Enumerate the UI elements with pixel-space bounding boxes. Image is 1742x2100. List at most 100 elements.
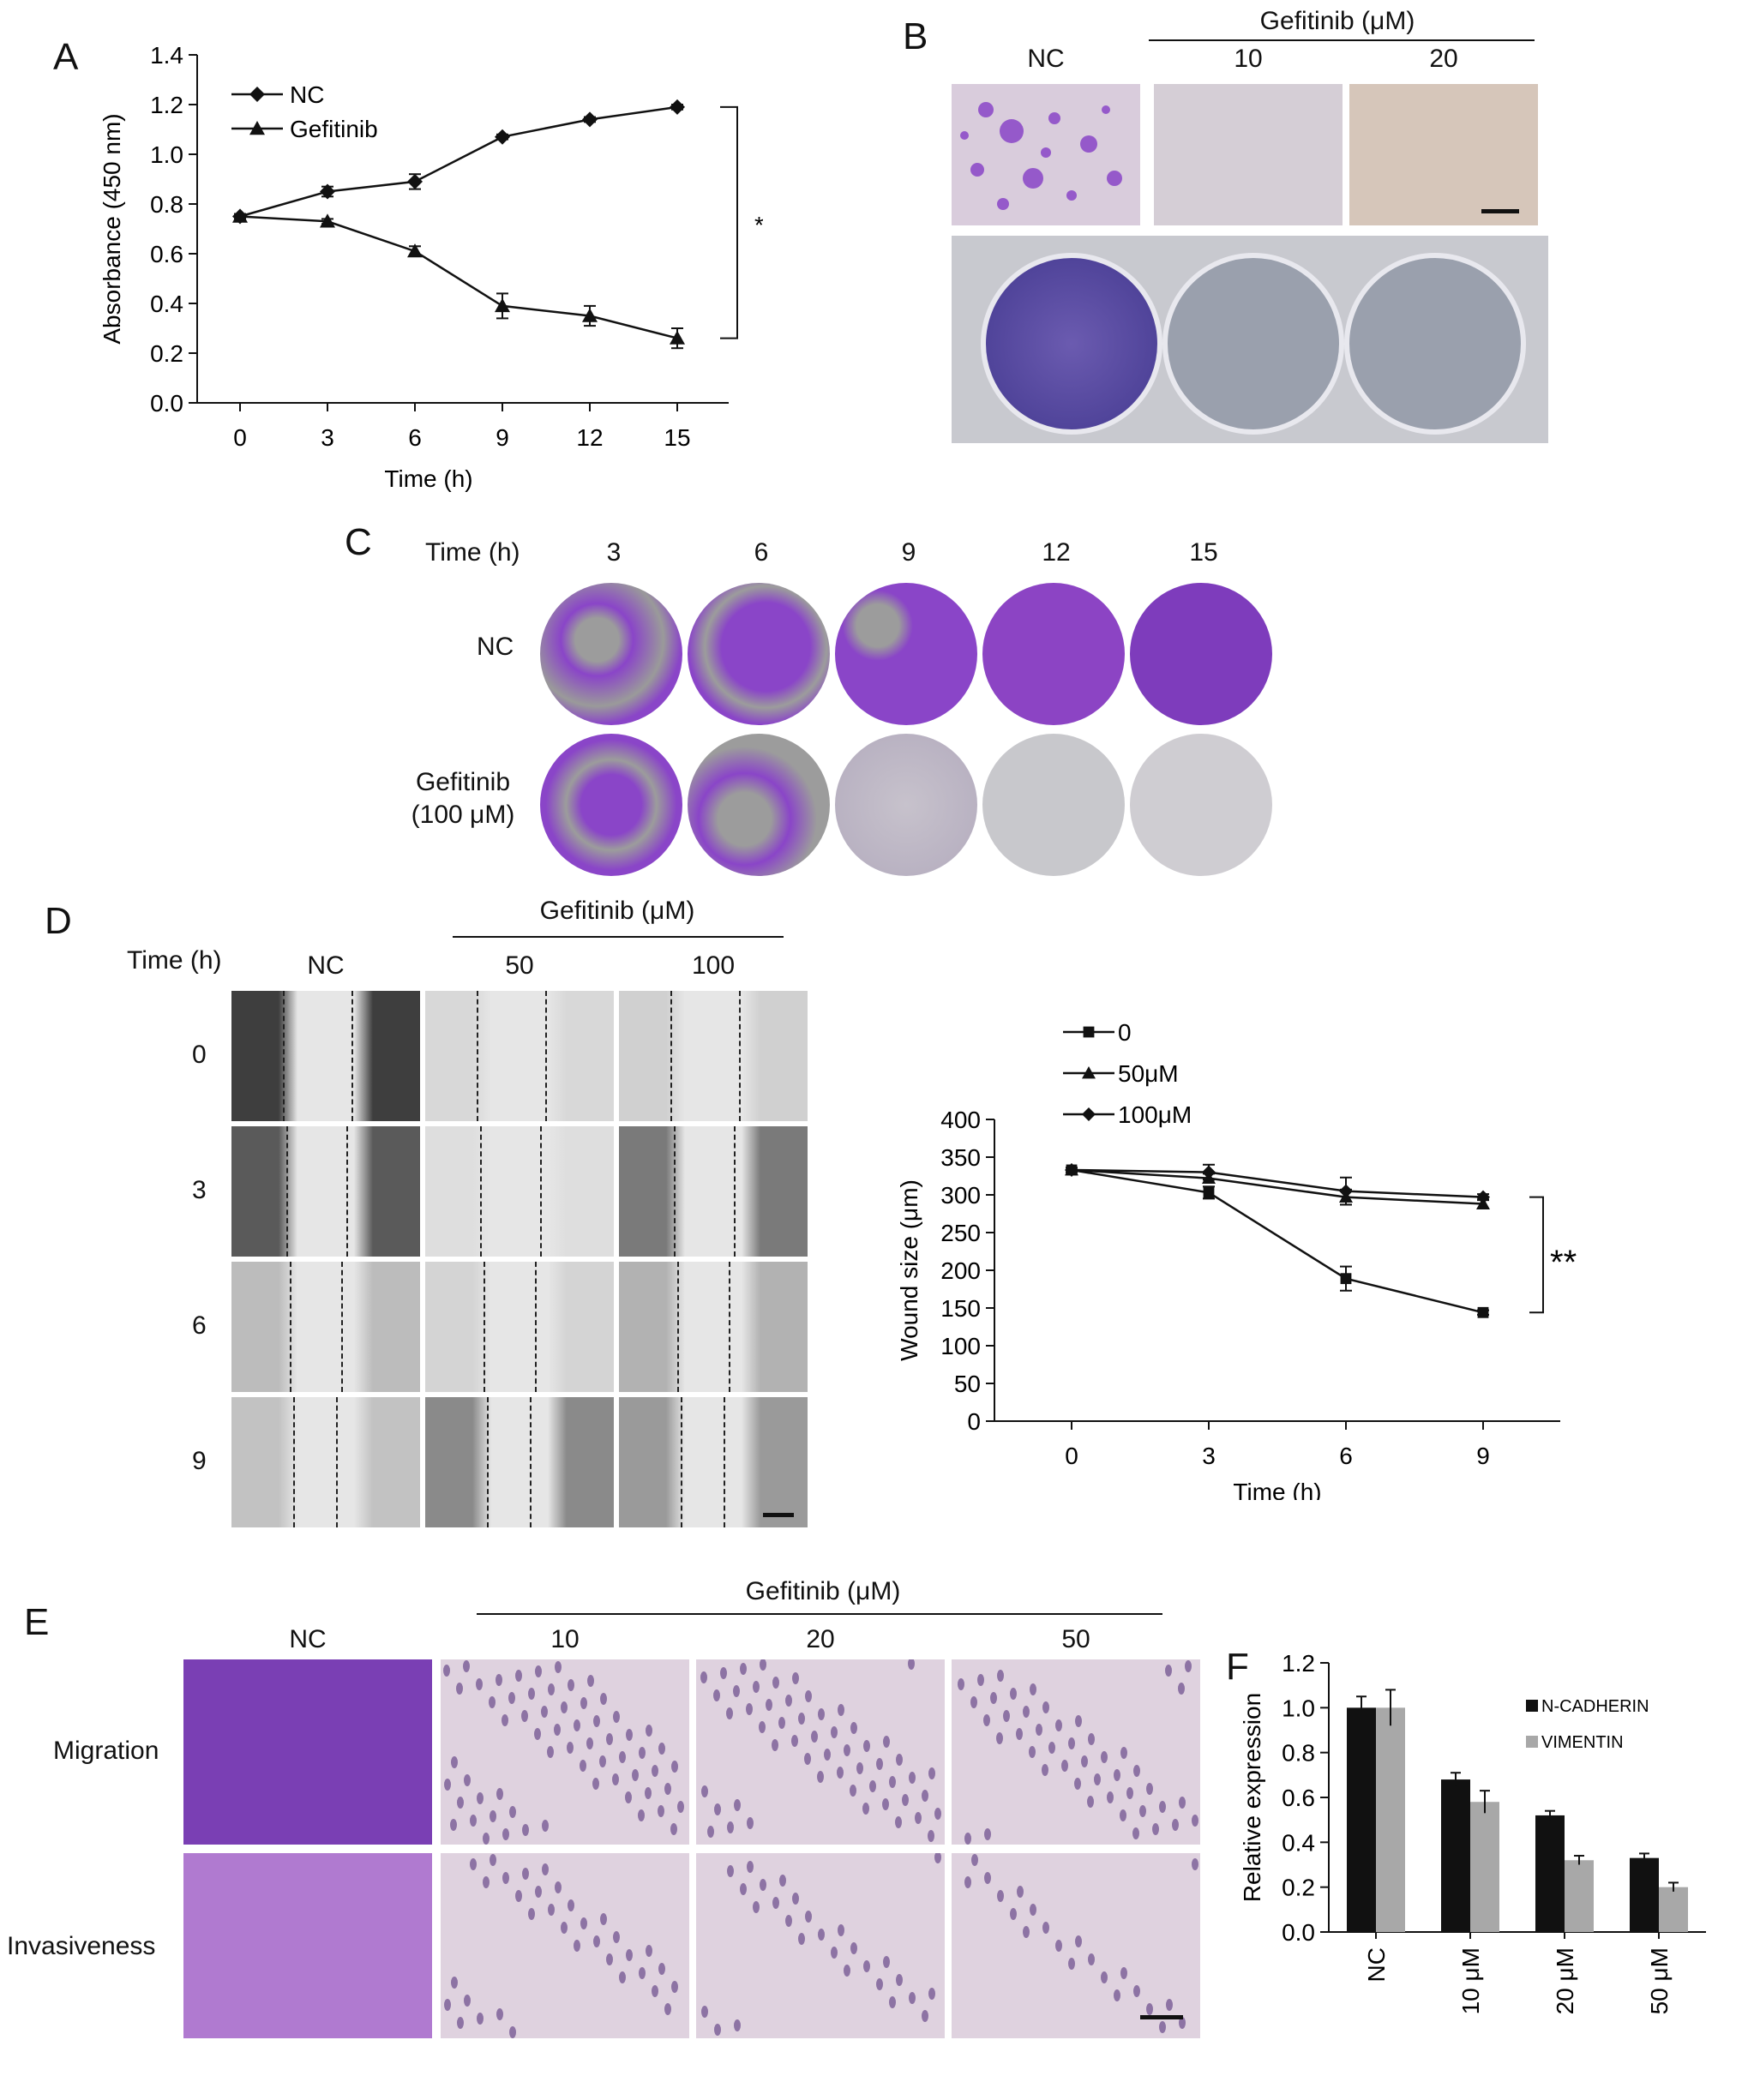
a-x-tick-label: 6 xyxy=(408,424,422,451)
f-y-tick-label: 0.6 xyxy=(1282,1785,1315,1811)
d-x-tick-label: 0 xyxy=(1065,1443,1078,1469)
d-wound-edge-line xyxy=(540,1126,542,1257)
a-x-tick-label: 12 xyxy=(576,424,603,451)
d-scratch-image xyxy=(425,1126,614,1257)
a-y-tick-label: 0.8 xyxy=(150,191,183,218)
panel-label-d: D xyxy=(45,900,72,942)
a-legend-label: Gefitinib xyxy=(290,116,378,142)
chart-a: 0.0 0.2 0.4 0.6 0.8 1.0 1.2 1.4 0 3 6 9 12 15 Time (h)… xyxy=(99,42,763,492)
c-time-12: 12 xyxy=(1042,538,1071,567)
a-data-point xyxy=(407,243,423,258)
d-x-axis-label: Time (h) xyxy=(1233,1479,1321,1500)
d-scratch-image xyxy=(425,1397,614,1527)
d-wound-edge-line xyxy=(545,991,547,1121)
d-data-point xyxy=(1477,1306,1489,1318)
c-well-nc-6 xyxy=(688,583,830,725)
f-y-tick-label: 0.8 xyxy=(1282,1740,1315,1767)
d-legend-marker xyxy=(1082,1066,1096,1079)
e-transwell-image xyxy=(696,1853,945,2038)
a-significance-bracket xyxy=(720,105,738,339)
c-time-3: 3 xyxy=(606,538,622,567)
d-legend-label: 0 xyxy=(1118,1019,1132,1046)
d-col-50: 50 xyxy=(505,951,534,980)
d-data-point xyxy=(1202,1165,1216,1179)
e-transwell-image xyxy=(183,1659,432,1845)
d-scratch-image xyxy=(231,1262,420,1392)
c-well-drug-3 xyxy=(540,734,682,876)
d-wound-edge-line xyxy=(293,1397,295,1527)
d-y-tick-label: 150 xyxy=(940,1295,981,1322)
e-transwell-image xyxy=(441,1659,689,1845)
a-x-tick-label: 3 xyxy=(321,424,334,451)
d-wound-edge-line xyxy=(346,1126,348,1257)
a-x-tick-label: 0 xyxy=(233,424,247,451)
d-row-0: 0 xyxy=(192,1041,207,1069)
a-data-point xyxy=(407,173,423,189)
a-y-tick-label: 0.6 xyxy=(150,241,183,267)
a-data-point xyxy=(320,213,335,228)
d-significance-50: ** xyxy=(1550,1244,1577,1281)
d-wound-edge-line xyxy=(290,1262,291,1392)
a-series-line xyxy=(239,105,678,218)
d-x-tick-label: 3 xyxy=(1202,1443,1216,1469)
e-drug-header: Gefitinib (μM) xyxy=(745,1577,901,1605)
a-legend-label: NC xyxy=(290,81,324,108)
f-x-tick-label: 10 μM xyxy=(1457,1947,1484,2014)
e-transwell-image xyxy=(441,1853,689,2038)
f-y-axis-label: Relative expression xyxy=(1239,1693,1265,1902)
c-time-9: 9 xyxy=(901,538,916,567)
a-legend-marker xyxy=(249,87,265,102)
f-bar xyxy=(1659,1887,1688,1932)
d-scratch-image xyxy=(231,1397,420,1527)
c-row-nc: NC xyxy=(477,633,514,661)
c-well-nc-3 xyxy=(540,583,682,725)
d-wound-edge-line xyxy=(351,991,353,1121)
a-data-point xyxy=(320,183,335,200)
e-transwell-image xyxy=(696,1659,945,1845)
f-bar xyxy=(1535,1815,1565,1932)
d-scratch-image xyxy=(231,991,420,1121)
a-legend-marker xyxy=(249,121,265,135)
e-col-nc: NC xyxy=(289,1625,327,1653)
f-legend-label: VIMENTIN xyxy=(1541,1733,1624,1752)
e-row-invasiveness: Invasiveness xyxy=(7,1932,156,1960)
c-well-drug-15 xyxy=(1130,734,1272,876)
b-col-20: 20 xyxy=(1429,45,1458,73)
a-x-axis-label: Time (h) xyxy=(384,465,472,492)
d-wound-edge-line xyxy=(670,991,672,1121)
e-col-10: 10 xyxy=(550,1625,580,1653)
d-col-100: 100 xyxy=(691,951,736,980)
d-wound-edge-line xyxy=(674,1126,676,1257)
b-micrograph-10 xyxy=(1154,84,1343,225)
d-wound-edge-line xyxy=(535,1262,537,1392)
d-wound-edge-line xyxy=(480,1126,482,1257)
c-time-header: Time (h) xyxy=(425,538,520,567)
d-y-tick-label: 350 xyxy=(940,1144,981,1171)
c-row-drug-1: Gefitinib xyxy=(415,768,511,796)
d-data-point xyxy=(1065,1162,1078,1177)
f-legend-swatch xyxy=(1526,1700,1538,1712)
d-y-tick-label: 400 xyxy=(940,1107,981,1133)
d-y-tick-label: 300 xyxy=(940,1182,981,1209)
d-legend-label: 100μM xyxy=(1118,1101,1192,1128)
d-row-6: 6 xyxy=(192,1311,207,1340)
b-scale-bar xyxy=(1481,209,1519,213)
d-wound-edge-line xyxy=(477,991,478,1121)
e-transwell-image xyxy=(952,1853,1200,2038)
d-wound-edge-line xyxy=(724,1397,725,1527)
d-wound-edge-line xyxy=(336,1397,338,1527)
d-y-tick-label: 0 xyxy=(967,1408,981,1435)
f-x-tick-label: 50 μM xyxy=(1646,1947,1673,2014)
d-wound-edge-line xyxy=(341,1262,343,1392)
f-legend-swatch xyxy=(1526,1736,1538,1748)
d-data-point xyxy=(1339,1184,1353,1198)
d-wound-edge-line xyxy=(283,991,285,1121)
d-data-point xyxy=(1203,1186,1215,1198)
f-y-tick-label: 0.0 xyxy=(1282,1919,1315,1946)
d-y-tick-label: 200 xyxy=(940,1257,981,1284)
d-wound-edge-line xyxy=(484,1262,485,1392)
d-wound-edge-line xyxy=(729,1262,730,1392)
d-scale-bar xyxy=(763,1513,794,1517)
b-header-rule xyxy=(1149,39,1535,41)
e-row-migration: Migration xyxy=(53,1737,159,1765)
